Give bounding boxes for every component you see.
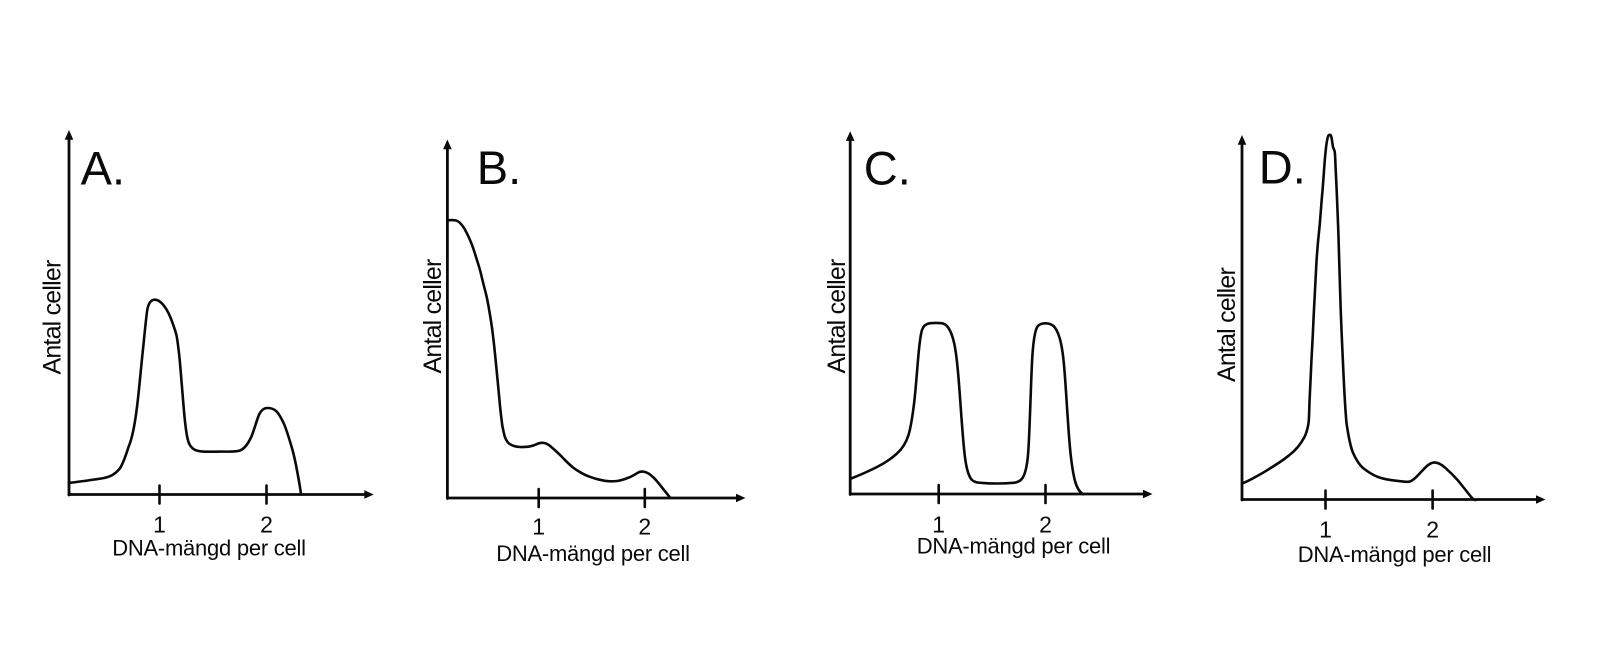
svg-text:1: 1 — [153, 512, 166, 538]
svg-text:B.: B. — [477, 141, 521, 194]
svg-text:A.: A. — [81, 141, 125, 194]
svg-text:DNA-mängd per cell: DNA-mängd per cell — [496, 541, 690, 566]
svg-text:Antal celler: Antal celler — [823, 259, 851, 374]
svg-text:D.: D. — [1259, 141, 1306, 194]
svg-text:Antal celler: Antal celler — [39, 260, 67, 375]
svg-text:2: 2 — [260, 512, 273, 538]
svg-text:DNA-mängd per cell: DNA-mängd per cell — [112, 536, 306, 561]
svg-text:DNA-mängd per cell: DNA-mängd per cell — [917, 534, 1111, 559]
svg-text:1: 1 — [532, 514, 545, 540]
svg-text:2: 2 — [638, 514, 651, 540]
svg-text:Antal celler: Antal celler — [1213, 267, 1241, 382]
svg-text:2: 2 — [1039, 512, 1052, 538]
svg-text:Antal celler: Antal celler — [419, 259, 447, 374]
svg-text:C.: C. — [864, 141, 911, 194]
svg-text:DNA-mängd per cell: DNA-mängd per cell — [1298, 542, 1492, 567]
svg-text:1: 1 — [932, 512, 945, 538]
svg-text:1: 1 — [1319, 517, 1332, 543]
svg-text:2: 2 — [1426, 517, 1439, 543]
